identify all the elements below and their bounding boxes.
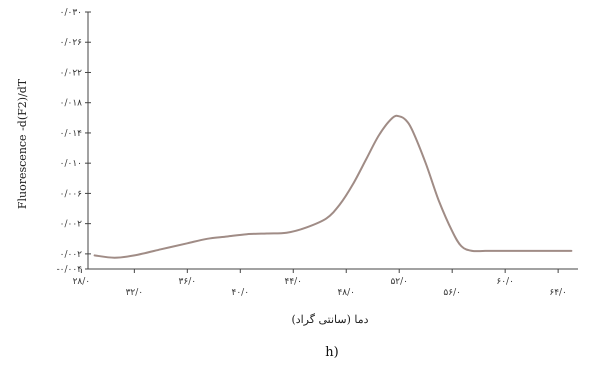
x-tick-label: ۳۲/۰ [126,288,144,298]
x-tick-label: ۴۰/۰ [232,288,250,298]
x-tick-label: ۵۶/۰ [443,288,461,298]
x-tick-label: ۶۴/۰ [549,288,567,298]
y-tick-label: ۰/۰۰۲ [60,250,83,260]
x-tick-label: ۴۸/۰ [337,288,355,298]
y-tick-label: ۰/۰۱۴ [60,129,83,139]
x-tick-label: ۶۰/۰ [496,277,514,287]
y-tick-label: ۰/۰۲۲ [60,68,83,78]
y-tick-label: ۰/۰۰۶ [60,189,83,199]
y-axis-title: Fluorescence -d(F2)/dT [16,78,29,209]
x-axis-title: دما (سانتی گراد) [291,313,368,326]
x-tick-label: ۳۶/۰ [179,277,197,287]
y-tick-label: ۰/۰۱۰ [60,159,82,169]
x-tick-label: ۴۴/۰ [284,277,302,287]
panel-label: h) [325,345,338,360]
y-tick-label: ۰/۰۰۲ [60,220,83,230]
x-ticks: ۲۸/۰ ۳۲/۰ ۳۶/۰ ۴۰/۰ ۴۴/۰ ۴۸/۰ ۵۲/۰ ۵۶/۰ ۶۰/۰ ۶۴/۰ [73,269,567,298]
x-tick-label: ۲۸/۰ [73,277,91,287]
series-line [93,114,573,259]
x-tick-label: ۵۲/۰ [390,277,408,287]
y-tick-label: ۰/۰۳۰ [60,8,82,18]
y-tick-label: ۰/۰۲۶ [60,38,83,48]
y-tick-label: ۰/۰۱۸ [60,99,83,109]
y-tick-label: -۰/۰۰۴ [57,265,83,275]
y-ticks: -۰/۰۰۴ ۰/۰۰۲ ۰/۰۰۲ ۰/۰۰۶ ۰/۰۱۰ ۰/۰۱۴ ۰/۰۱۸ ۰/۰۲… [57,8,91,275]
